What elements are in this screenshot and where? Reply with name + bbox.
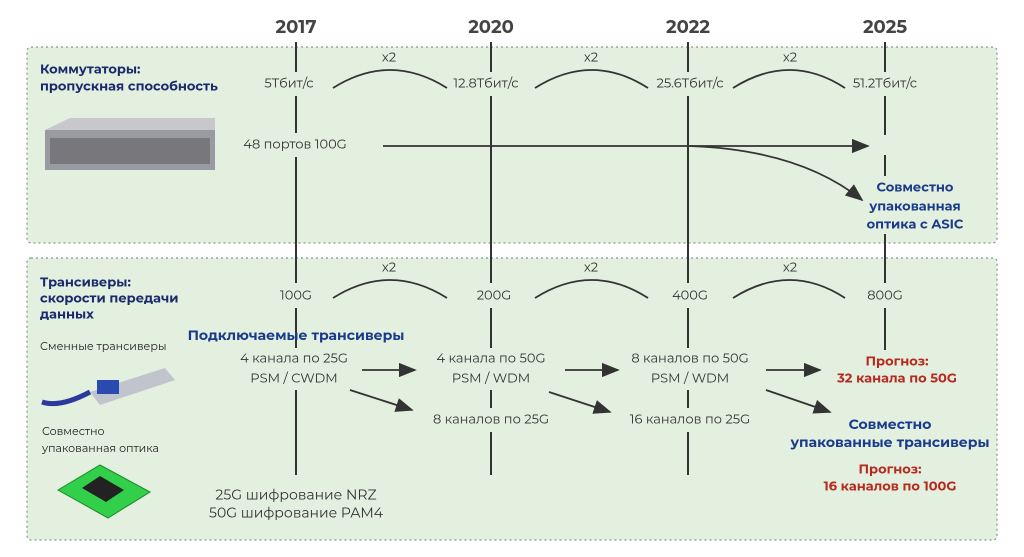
switch-icon bbox=[45, 118, 215, 170]
section-title: скорости передачи bbox=[40, 291, 178, 307]
icon-label: Совместно bbox=[42, 424, 105, 438]
section-title: данных bbox=[40, 307, 94, 323]
multiplier: x2 bbox=[584, 259, 598, 275]
year: 2020 bbox=[468, 16, 514, 38]
cpo-icon bbox=[57, 464, 151, 519]
arc bbox=[732, 69, 846, 89]
transceiver-icon bbox=[41, 368, 175, 407]
arc bbox=[732, 279, 846, 299]
arrow bbox=[548, 391, 612, 414]
arc bbox=[332, 69, 448, 89]
cpo-label: упакованная bbox=[868, 199, 960, 215]
cpo-label: упакованные трансиверы bbox=[789, 433, 989, 451]
arc bbox=[332, 279, 448, 299]
section-title: пропускная способность bbox=[40, 79, 218, 95]
year: 2025 bbox=[863, 16, 907, 38]
speed: 25.6Тбит/с bbox=[656, 75, 723, 91]
config: 16 каналов по 25G bbox=[630, 411, 750, 427]
speed: 12.8Тбит/с bbox=[453, 75, 518, 91]
config: PSM / CWDM bbox=[250, 370, 337, 386]
speed: 400G bbox=[672, 287, 708, 303]
forecast: 16 каналов по 100G bbox=[824, 479, 957, 495]
speed: 200G bbox=[477, 287, 512, 303]
icon-label: упакованная оптика bbox=[41, 441, 159, 455]
icon-label: Сменные трансиверы bbox=[40, 339, 167, 353]
cpo-label: оптика с ASIC bbox=[867, 217, 964, 233]
timeline-lines bbox=[295, 42, 886, 475]
arrow bbox=[349, 389, 414, 412]
pluggable-title: Подключаемые трансиверы bbox=[188, 326, 405, 344]
multiplier: x2 bbox=[783, 259, 797, 275]
arc bbox=[534, 69, 649, 89]
arrow bbox=[765, 389, 832, 414]
section-title: Трансиверы: bbox=[40, 275, 131, 291]
speed: 100G bbox=[280, 287, 312, 303]
speed: 5Тбит/с bbox=[264, 75, 313, 91]
year: 2017 bbox=[276, 16, 317, 38]
multiplier: x2 bbox=[584, 49, 598, 65]
config: 4 канала по 50G bbox=[436, 350, 545, 366]
forecast: Прогноз: bbox=[866, 354, 929, 370]
multiplier: x2 bbox=[382, 259, 396, 275]
speed: 51.2Тбит/с bbox=[853, 75, 917, 91]
config: 8 каналов по 50G bbox=[631, 350, 748, 366]
ports: 48 портов 100G bbox=[243, 136, 346, 152]
config: PSM / WDM bbox=[651, 370, 729, 386]
year: 2022 bbox=[666, 16, 710, 38]
transceiver-panel bbox=[26, 257, 998, 541]
arrow bbox=[689, 145, 864, 202]
cpo-label: Совместно bbox=[877, 180, 954, 196]
speed: 800G bbox=[867, 287, 903, 303]
switch-panel bbox=[26, 46, 998, 244]
config: 4 канала по 25G bbox=[240, 350, 348, 366]
multiplier: x2 bbox=[783, 49, 797, 65]
forecast: 32 канала по 50G bbox=[836, 371, 957, 387]
forecast: Прогноз: bbox=[859, 462, 922, 478]
multiplier: x2 bbox=[382, 49, 396, 65]
encoding: 25G шифрование NRZ bbox=[215, 486, 376, 504]
encoding: 50G шифрование PAM4 bbox=[209, 504, 384, 522]
section-title: Коммутаторы: bbox=[40, 62, 140, 78]
config: PSM / WDM bbox=[452, 370, 530, 386]
config: 8 каналов по 25G bbox=[433, 411, 549, 427]
arc bbox=[534, 279, 649, 299]
cpo-label: Совместно bbox=[849, 415, 932, 433]
